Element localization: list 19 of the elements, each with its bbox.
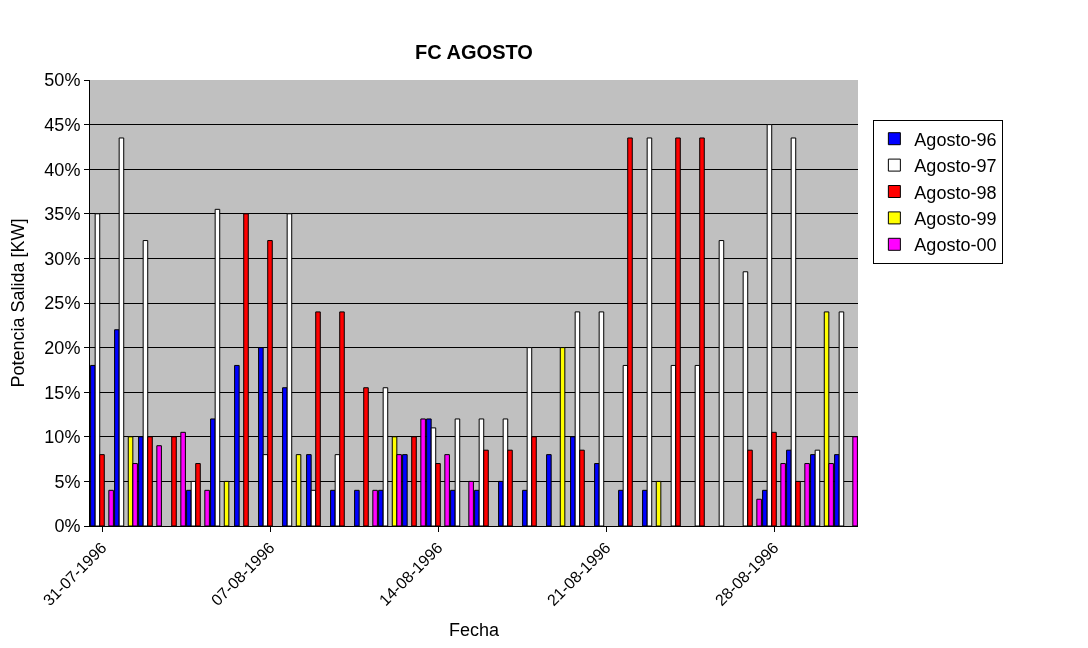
chart-title: FC AGOSTO [415, 41, 533, 64]
y-tick-label: 25% [44, 293, 81, 314]
y-tick-label: 30% [44, 248, 81, 269]
y-tick-label: 20% [44, 337, 81, 358]
legend-label: Agosto-97 [914, 156, 997, 177]
y-tick-label: 45% [44, 114, 81, 135]
y-axis-title: Potencia Salida [KW] [7, 218, 28, 388]
x-axis-title: Fecha [448, 619, 500, 640]
legend-label: Agosto-99 [914, 208, 997, 229]
legend-label: Agosto-00 [914, 235, 997, 256]
y-tick-label: 35% [44, 204, 81, 225]
legend-label: Agosto-96 [914, 129, 997, 150]
legend-label: Agosto-98 [914, 182, 997, 203]
y-tick-label: 50% [44, 70, 81, 91]
y-tick-label: 0% [54, 516, 81, 537]
y-tick-label: 40% [44, 159, 81, 180]
y-tick-label: 10% [44, 427, 81, 448]
y-tick-label: 5% [54, 471, 81, 492]
y-tick-label: 15% [44, 382, 81, 403]
